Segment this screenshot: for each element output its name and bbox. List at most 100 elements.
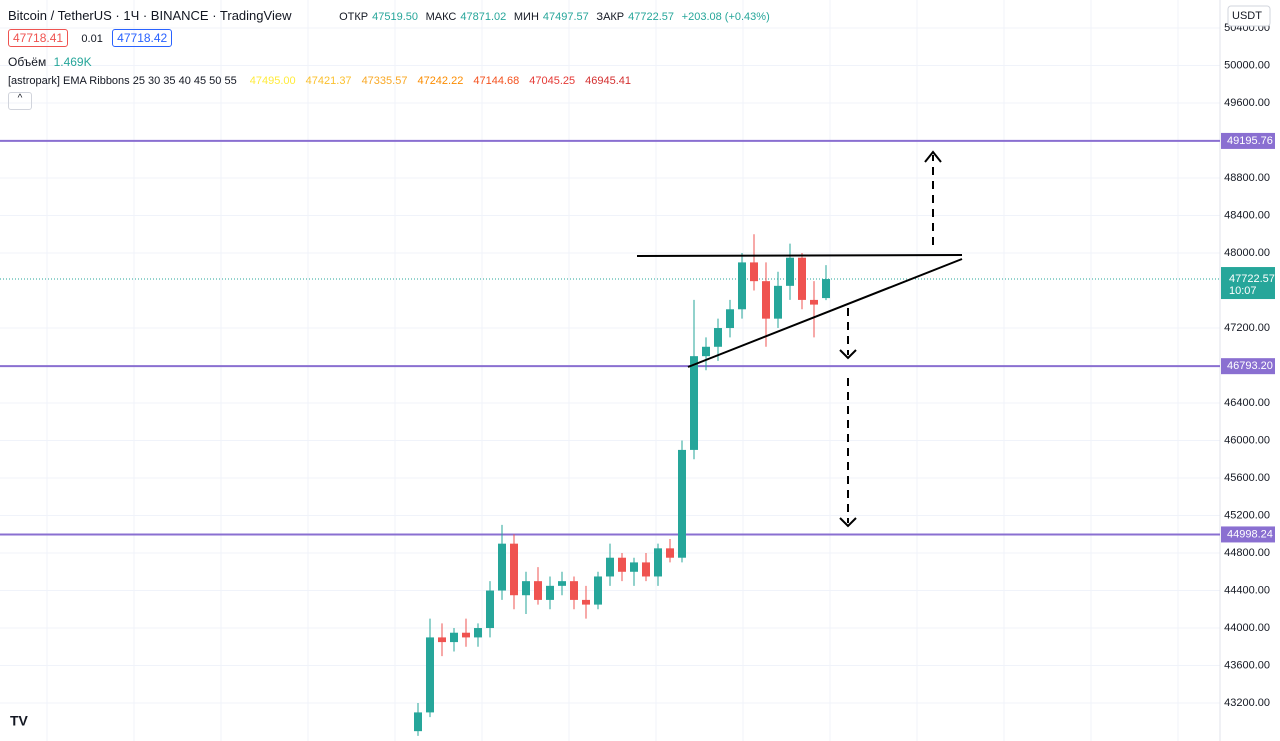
quote-row: 47718.41 0.01 47718.42 bbox=[8, 29, 774, 47]
candle-body bbox=[738, 262, 746, 310]
y-tick-label: 44800.00 bbox=[1224, 547, 1270, 559]
open-label: ОТКР bbox=[339, 11, 369, 23]
y-tick-label: 45200.00 bbox=[1224, 509, 1270, 521]
volume: 1.469K bbox=[53, 55, 92, 69]
symbol: Bitcoin / TetherUS · 1Ч · BINANCE · Trad… bbox=[8, 8, 292, 23]
y-tick-label: 43600.00 bbox=[1224, 659, 1270, 671]
high-label: МАКС bbox=[425, 11, 457, 23]
candle-body bbox=[798, 257, 806, 300]
arrow-down-2 bbox=[839, 517, 857, 528]
close-label: ЗАКР bbox=[596, 11, 625, 23]
y-tick-label: 47200.00 bbox=[1224, 322, 1270, 334]
level-label: 46793.20 bbox=[1227, 360, 1273, 372]
currency: USDT bbox=[1232, 10, 1262, 22]
ema-value: 47045.25 bbox=[529, 75, 576, 87]
candle-body bbox=[762, 281, 770, 319]
candle-body bbox=[486, 590, 494, 629]
open: 47519.50 bbox=[372, 11, 419, 23]
volume-label: Объём bbox=[8, 55, 47, 69]
candle-body bbox=[546, 585, 554, 600]
indicator-row: [astropark] EMA Ribbons 25 30 35 40 45 5… bbox=[8, 75, 774, 87]
volume-row: Объём 1.469K bbox=[8, 55, 774, 69]
indicator: [astropark] EMA Ribbons 25 30 35 40 45 5… bbox=[8, 75, 237, 87]
y-tick-label: 46000.00 bbox=[1224, 434, 1270, 446]
y-tick-label: 49600.00 bbox=[1224, 97, 1270, 109]
close: 47722.57 bbox=[628, 11, 675, 23]
collapse-button[interactable]: ^ bbox=[8, 92, 32, 110]
level-label: 49195.76 bbox=[1227, 135, 1273, 147]
currency-button[interactable] bbox=[1227, 5, 1271, 27]
candle-body bbox=[786, 257, 794, 286]
candle-body bbox=[522, 581, 530, 596]
legend: Bitcoin / TetherUS · 1Ч · BINANCE · Trad… bbox=[8, 8, 774, 110]
spread: 0.01 bbox=[81, 33, 103, 45]
candle-body bbox=[534, 581, 542, 600]
candle-body bbox=[618, 557, 626, 572]
resistance-line bbox=[636, 254, 963, 257]
candle-body bbox=[594, 576, 602, 605]
level-label: 44998.24 bbox=[1227, 528, 1273, 540]
candle-body bbox=[450, 632, 458, 643]
low-label: МИН bbox=[513, 11, 539, 23]
ema-value: 47495.00 bbox=[249, 75, 296, 87]
ema-value: 47335.57 bbox=[361, 75, 408, 87]
ema-value: 47144.68 bbox=[473, 75, 520, 87]
y-tick-label: 46400.00 bbox=[1224, 397, 1270, 409]
candle-body bbox=[498, 543, 506, 591]
ema-value: 47242.22 bbox=[417, 75, 464, 87]
y-tick-label: 43200.00 bbox=[1224, 697, 1270, 709]
arrow-down-1 bbox=[839, 349, 857, 360]
candle-body bbox=[570, 581, 578, 600]
candle-body bbox=[414, 712, 422, 732]
y-tick-label: 50000.00 bbox=[1224, 59, 1270, 71]
bid[interactable]: 47718.41 bbox=[8, 29, 69, 47]
ema-value: 46945.41 bbox=[585, 75, 632, 87]
y-tick-label: 48400.00 bbox=[1224, 209, 1270, 221]
arrow-up bbox=[924, 150, 942, 163]
last-price-label: 47722.57 bbox=[1229, 273, 1275, 285]
candle-body bbox=[774, 285, 782, 319]
countdown: 10:07 bbox=[1229, 285, 1257, 297]
high: 47871.02 bbox=[460, 11, 507, 23]
candle-body bbox=[582, 599, 590, 605]
y-tick-label: 48000.00 bbox=[1224, 247, 1270, 259]
candle-body bbox=[510, 543, 518, 596]
drawings bbox=[636, 150, 963, 528]
y-tick-label: 44000.00 bbox=[1224, 622, 1270, 634]
candle-body bbox=[810, 299, 818, 305]
last-price-tag bbox=[1221, 267, 1275, 300]
y-tick-label: 48800.00 bbox=[1224, 172, 1270, 184]
ask[interactable]: 47718.42 bbox=[112, 29, 173, 47]
level-tag bbox=[1221, 132, 1275, 149]
candle-body bbox=[678, 449, 686, 558]
logo[interactable] bbox=[6, 710, 36, 734]
level-tag bbox=[1221, 358, 1275, 375]
candle-body bbox=[666, 548, 674, 558]
candle-body bbox=[642, 562, 650, 577]
candle-body bbox=[462, 632, 470, 638]
candle-body bbox=[714, 328, 722, 347]
y-tick-label: 44400.00 bbox=[1224, 584, 1270, 596]
y-tick-label: 45600.00 bbox=[1224, 472, 1270, 484]
candle-body bbox=[558, 581, 566, 586]
candle-body bbox=[690, 356, 698, 450]
candle-body bbox=[426, 637, 434, 713]
candle-body bbox=[654, 548, 662, 577]
candle-body bbox=[726, 309, 734, 329]
symbol-row: Bitcoin / TetherUS · 1Ч · BINANCE · Trad… bbox=[8, 8, 774, 23]
logo-mark: TV bbox=[10, 713, 29, 729]
change: +203.08 (+0.43%) bbox=[681, 11, 770, 23]
level-tag bbox=[1221, 526, 1275, 543]
candle-body bbox=[702, 346, 710, 357]
candle-body bbox=[606, 557, 614, 577]
candle-body bbox=[822, 279, 830, 299]
low: 47497.57 bbox=[542, 11, 589, 23]
support-line bbox=[687, 258, 963, 368]
ema-value: 47421.37 bbox=[305, 75, 352, 87]
candle-body bbox=[750, 262, 758, 282]
candle-body bbox=[438, 637, 446, 643]
candle-body bbox=[474, 628, 482, 638]
candle-body bbox=[630, 562, 638, 572]
